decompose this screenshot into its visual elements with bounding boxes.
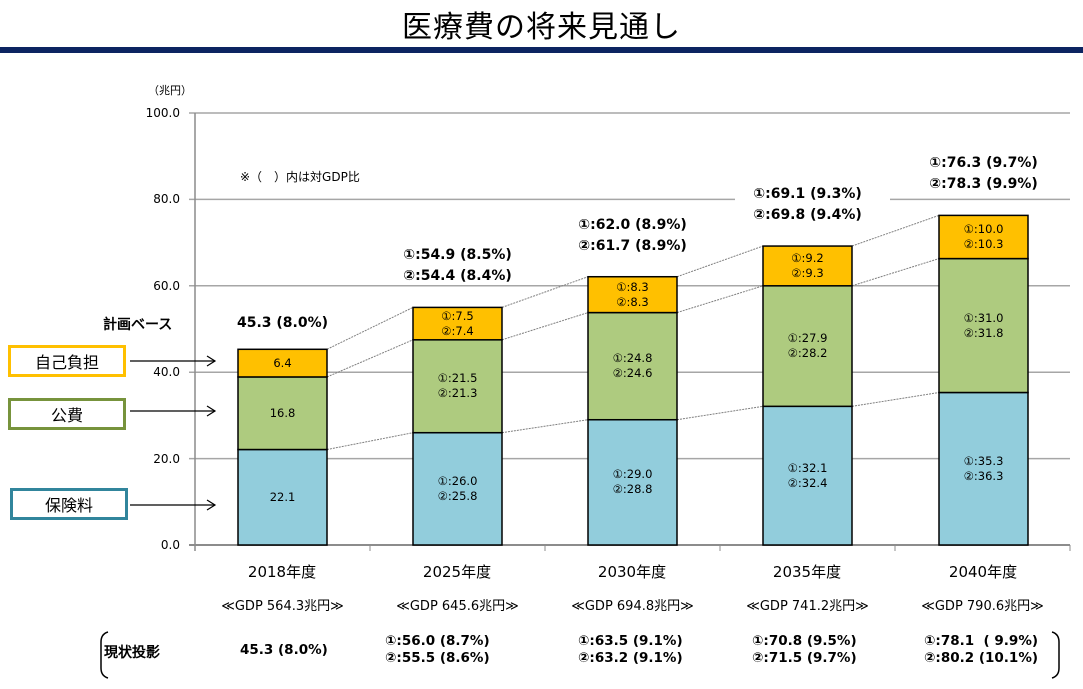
gdp-label: ≪GDP 645.6兆円≫: [396, 599, 519, 614]
connector-line: [676, 405, 764, 421]
bar-segment: [412, 339, 503, 434]
connector-line: [851, 214, 940, 247]
connector-line: [501, 276, 589, 308]
total-value-label: ①:54.9 (8.5%) ②:54.4 (8.4%): [358, 245, 558, 287]
total-case2: ②:54.4 (8.4%): [403, 268, 512, 285]
bar-segment: [938, 214, 1029, 260]
segment-value-label: 22.1: [269, 489, 296, 504]
label-background: [735, 182, 890, 227]
chart-note: ※（ ）内は対GDP比: [240, 170, 360, 184]
y-tick-label: 0.0: [160, 538, 180, 552]
x-tick-label: 2035年度: [772, 563, 842, 581]
bar-segment: [237, 448, 328, 546]
legend-self-pay: 自己負担: [8, 345, 126, 377]
gdp-label: ≪GDP 790.6兆円≫: [921, 599, 1044, 614]
y-tick-label: 60.0: [153, 279, 180, 293]
bar-segment: [587, 275, 678, 314]
label-background: [905, 152, 1070, 197]
connector-line: [676, 285, 764, 314]
bar-segment: [938, 257, 1029, 394]
page-title: 医療費の将来見通し: [402, 10, 681, 45]
total-case1: ①:54.9 (8.5%): [403, 247, 512, 264]
total-case2: ②:78.3 (9.9%): [929, 176, 1038, 193]
segment-value-label: ①:26.0 ②:25.8: [437, 473, 478, 503]
legend-insurance-premium: 保険料: [10, 488, 128, 520]
arrow-head-icon: [206, 355, 217, 367]
connector-line: [326, 339, 414, 378]
total-case2: ②:61.7 (8.9%): [578, 237, 687, 254]
segment-value-label: ①:9.2 ②:9.3: [791, 250, 824, 280]
y-tick-label: 100.0: [145, 106, 180, 120]
bar-segment: [762, 285, 853, 408]
connector-line: [676, 245, 764, 278]
bar-segment: [587, 311, 678, 421]
total-value-label: ①:62.0 (8.9%) ②:61.7 (8.9%): [533, 215, 733, 257]
gdp-label: ≪GDP 694.8兆円≫: [571, 599, 694, 614]
connector-line: [851, 258, 940, 287]
x-tick-label: 2030年度: [597, 563, 667, 581]
total-value-label: ①:76.3 (9.7%) ②:78.3 (9.9%): [884, 153, 1083, 195]
x-tick-label: 2025年度: [422, 563, 492, 581]
segment-value-label: ①:29.0 ②:28.8: [612, 467, 653, 497]
arrow-head-icon: [206, 499, 217, 511]
bar-segment: [938, 391, 1029, 546]
title-underline: [0, 47, 1083, 53]
total-value-label: 45.3 (8.0%): [236, 315, 329, 332]
segment-value-label: 16.8: [269, 405, 296, 420]
total-case1: ①:76.3 (9.7%): [929, 155, 1038, 172]
status-quo-value: ①:63.5 (9.1%) ②:63.2 (9.1%): [578, 633, 683, 666]
bar-segment: [762, 245, 853, 287]
x-tick-label: 2040年度: [948, 563, 1018, 581]
total-case2: ②:69.8 (9.4%): [753, 207, 862, 224]
segment-value-label: ①:10.0 ②:10.3: [963, 221, 1004, 251]
segment-value-label: ①:27.9 ②:28.2: [787, 331, 828, 361]
segment-value-label: ①:32.1 ②:32.4: [787, 460, 828, 490]
y-tick-label: 40.0: [153, 365, 180, 379]
label-background: [385, 238, 545, 283]
segment-value-label: ①:24.8 ②:24.6: [612, 351, 653, 381]
gdp-label: ≪GDP 564.3兆円≫: [221, 599, 344, 614]
segment-value-label: ①:8.3 ②:8.3: [616, 279, 649, 309]
status-quo-label: 現状投影: [104, 645, 160, 661]
status-quo-value: ①:70.8 (9.5%) ②:71.5 (9.7%): [752, 633, 857, 666]
legend-public-funds: 公費: [8, 398, 126, 430]
bar-segment: [587, 418, 678, 546]
total-case1: ①:69.1 (9.3%): [753, 186, 862, 203]
status-quo-value: ①:78.1 ( 9.9%) ②:80.2 (10.1%): [924, 633, 1039, 666]
bar-segment: [762, 405, 853, 546]
bar-segment: [412, 306, 503, 341]
status-quo-value: ①:56.0 (8.7%) ②:55.5 (8.6%): [385, 633, 490, 666]
plan-base-label: 計画ベース: [103, 317, 173, 333]
bar-segment: [237, 376, 328, 451]
left-bracket: [100, 631, 109, 679]
connector-line: [501, 312, 589, 341]
connector-line: [851, 392, 940, 407]
status-quo-value: 45.3 (8.0%): [240, 642, 328, 658]
y-tick-label: 80.0: [153, 192, 180, 206]
connector-line: [326, 306, 414, 350]
total-case1: ①:62.0 (8.9%): [578, 216, 687, 233]
segment-value-label: ①:21.5 ②:21.3: [437, 371, 478, 401]
y-tick-label: 20.0: [153, 452, 180, 466]
connector-line: [326, 432, 414, 451]
y-axis-unit: （兆円）: [148, 84, 192, 97]
segment-value-label: ①:7.5 ②:7.4: [441, 308, 474, 338]
bar-segment: [412, 431, 503, 546]
gdp-label: ≪GDP 741.2兆円≫: [746, 599, 869, 614]
arrow-head-icon: [206, 405, 217, 417]
segment-value-label: ①:35.3 ②:36.3: [963, 453, 1004, 483]
segment-value-label: 6.4: [273, 355, 292, 370]
label-background: [560, 212, 720, 257]
x-tick-label: 2018年度: [247, 563, 317, 581]
bar-segment: [237, 348, 328, 378]
total-value-label: ①:69.1 (9.3%) ②:69.8 (9.4%): [708, 184, 908, 226]
segment-value-label: ①:31.0 ②:31.8: [963, 310, 1004, 340]
right-bracket: [1051, 631, 1060, 679]
connector-line: [501, 419, 589, 434]
